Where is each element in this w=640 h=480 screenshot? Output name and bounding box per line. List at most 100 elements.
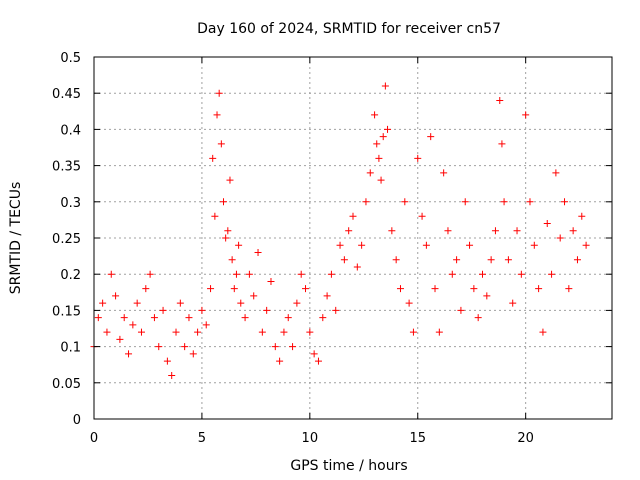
data-point-29 — [211, 212, 219, 220]
data-point-91 — [440, 169, 448, 177]
data-point-112 — [526, 198, 534, 206]
data-point-58 — [310, 350, 318, 358]
data-point-28 — [209, 154, 217, 162]
data-point-17 — [163, 357, 171, 365]
data-point-108 — [509, 299, 517, 307]
data-point-71 — [366, 169, 374, 177]
data-point-35 — [224, 227, 232, 235]
data-point-47 — [263, 306, 271, 314]
data-point-93 — [448, 270, 456, 278]
data-point-61 — [323, 292, 331, 300]
data-point-49 — [271, 343, 279, 351]
data-point-40 — [235, 241, 243, 249]
data-point-80 — [392, 256, 400, 264]
data-point-51 — [280, 328, 288, 336]
data-point-45 — [254, 248, 262, 256]
data-point-79 — [388, 227, 396, 235]
data-point-85 — [414, 154, 422, 162]
data-point-13 — [146, 270, 154, 278]
data-point-38 — [230, 285, 238, 293]
data-point-44 — [250, 292, 258, 300]
data-point-50 — [276, 357, 284, 365]
data-point-106 — [500, 198, 508, 206]
data-point-55 — [297, 270, 305, 278]
data-point-7 — [120, 314, 128, 322]
data-point-88 — [427, 133, 435, 141]
chart-title: Day 160 of 2024, SRMTID for receiver cn5… — [197, 21, 501, 37]
tick-labels: 0 0.05 0.1 0.15 0.2 0.25 0.3 0.35 0.4 0.45 0.5 0 5 10… — [52, 51, 534, 446]
data-point-75 — [377, 176, 385, 184]
x-tick-label-4: 20 — [517, 431, 534, 446]
data-point-125 — [582, 241, 590, 249]
data-point-3 — [103, 328, 111, 336]
y-tick-label-9: 0.45 — [52, 87, 81, 102]
data-point-87 — [422, 241, 430, 249]
data-point-70 — [362, 198, 370, 206]
data-point-65 — [340, 256, 348, 264]
data-point-69 — [358, 241, 366, 249]
data-point-72 — [371, 111, 379, 119]
y-tick-label-7: 0.35 — [52, 160, 81, 175]
data-point-33 — [220, 198, 227, 206]
data-point-86 — [418, 212, 426, 220]
data-point-30 — [213, 111, 221, 119]
data-point-60 — [319, 314, 327, 322]
data-point-46 — [258, 328, 266, 336]
y-tick-label-1: 0.05 — [52, 377, 81, 392]
data-point-6 — [116, 335, 124, 343]
data-point-119 — [556, 234, 564, 242]
data-point-122 — [569, 227, 577, 235]
data-point-68 — [353, 263, 361, 271]
x-tick-label-0: 0 — [90, 431, 98, 446]
y-tick-label-0: 0 — [73, 413, 81, 428]
data-point-84 — [409, 328, 417, 336]
data-point-63 — [332, 306, 340, 314]
data-point-67 — [349, 212, 357, 220]
data-point-22 — [185, 314, 193, 322]
data-point-42 — [241, 314, 249, 322]
data-point-32 — [217, 140, 225, 148]
data-point-118 — [552, 169, 560, 177]
data-point-105 — [498, 140, 506, 148]
y-tick-label-6: 0.3 — [60, 196, 81, 211]
data-point-36 — [226, 176, 234, 184]
data-point-20 — [176, 299, 184, 307]
data-point-19 — [172, 328, 180, 336]
y-tick-label-5: 0.25 — [52, 232, 81, 247]
data-point-48 — [267, 277, 275, 285]
data-point-101 — [483, 292, 491, 300]
gridlines — [94, 57, 612, 419]
data-point-103 — [491, 227, 499, 235]
data-point-98 — [470, 285, 478, 293]
data-point-92 — [444, 227, 452, 235]
data-point-120 — [561, 198, 569, 206]
data-point-81 — [396, 285, 404, 293]
data-point-116 — [543, 220, 551, 228]
data-point-83 — [405, 299, 413, 307]
data-point-76 — [379, 133, 387, 141]
data-point-5 — [112, 292, 120, 300]
data-point-100 — [479, 270, 486, 278]
data-point-39 — [232, 270, 240, 278]
y-axis-label: SRMTID / TECUs — [8, 182, 24, 295]
data-point-113 — [530, 241, 538, 249]
x-tick-label-2: 10 — [302, 431, 319, 446]
data-point-94 — [453, 256, 461, 264]
data-point-4 — [107, 270, 115, 278]
data-point-26 — [202, 321, 210, 329]
data-point-8 — [125, 350, 133, 358]
y-tick-label-3: 0.15 — [52, 304, 81, 319]
data-point-109 — [513, 227, 521, 235]
data-point-78 — [384, 125, 392, 133]
data-point-104 — [496, 96, 504, 104]
data-point-89 — [431, 285, 439, 293]
data-point-111 — [522, 111, 530, 119]
data-point-115 — [539, 328, 547, 336]
data-point-102 — [487, 256, 495, 264]
y-tick-label-2: 0.1 — [60, 341, 81, 356]
data-point-97 — [466, 241, 474, 249]
data-point-99 — [474, 314, 482, 322]
data-point-2 — [99, 299, 107, 307]
data-point-31 — [215, 89, 223, 97]
data-point-82 — [401, 198, 409, 206]
